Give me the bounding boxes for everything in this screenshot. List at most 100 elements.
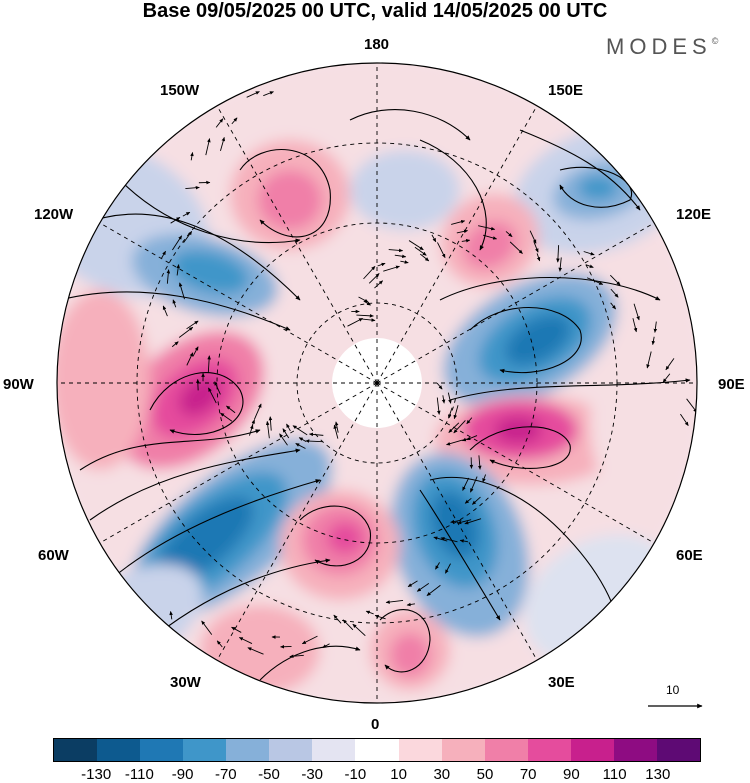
lon-label-60w: 60W — [38, 547, 69, 564]
wind-arrow — [453, 405, 459, 420]
colorbar-tick-label: -130 — [81, 766, 112, 783]
wind-arrow — [431, 234, 437, 243]
wind-arrow — [585, 264, 594, 268]
streamline — [419, 489, 501, 621]
wind-arrow — [471, 496, 481, 505]
wind-arrow — [377, 262, 386, 267]
colorbar-swatch — [355, 739, 399, 761]
wind-arrow — [295, 443, 306, 449]
streamline — [469, 426, 571, 469]
streamline — [469, 306, 582, 374]
wind-arrow — [461, 238, 471, 243]
colorbar-tick-label: -10 — [344, 766, 367, 783]
colorbar-swatch — [656, 739, 700, 761]
lon-label-0: 0 — [371, 716, 380, 733]
lon-label-90w: 90W — [3, 376, 34, 393]
wind-arrow — [226, 405, 236, 414]
wind-arrow — [185, 185, 200, 190]
wind-arrow — [556, 245, 560, 263]
wind-arrow — [220, 412, 233, 422]
wind-arrow — [282, 428, 290, 439]
streamline — [59, 291, 291, 331]
wind-arrow — [251, 419, 255, 428]
wind-arrow — [201, 620, 213, 635]
wind-arrow — [407, 580, 418, 588]
wind-arrow — [583, 251, 595, 256]
wind-arrow — [450, 519, 462, 524]
wind-arrow — [178, 282, 185, 300]
anomaly-field — [57, 63, 697, 703]
wind-arrow — [435, 562, 440, 570]
wind-arrow — [394, 254, 407, 259]
streamline — [299, 505, 371, 567]
anomaly-blob — [390, 633, 430, 677]
wind-arrow — [433, 536, 448, 542]
meridian-line — [376, 96, 543, 384]
wind-arrow — [365, 610, 374, 615]
wind-arrow — [253, 403, 262, 420]
streamline — [519, 129, 641, 211]
wind-arrow — [466, 417, 473, 425]
wind-arrow — [505, 231, 513, 237]
wind-arrow — [172, 235, 183, 251]
wind-arrow — [400, 260, 409, 264]
wind-arrow — [358, 296, 369, 303]
wind-arrow — [478, 225, 496, 231]
colorbar-swatch — [484, 739, 528, 761]
colorbar-swatch — [613, 739, 657, 761]
colorbar-swatch — [183, 739, 227, 761]
wind-arrow — [385, 600, 404, 604]
wind-arrow — [292, 425, 308, 436]
wind-arrow — [183, 231, 193, 243]
wind-arrow — [445, 563, 451, 574]
wind-arrow — [231, 626, 242, 633]
wind-arrow — [482, 234, 498, 240]
wind-arrow — [456, 229, 469, 234]
meridian-line — [211, 382, 378, 670]
wind-arrow — [477, 455, 482, 470]
wind-arrow — [161, 250, 166, 259]
wind-arrow — [298, 437, 307, 442]
lon-label-120e: 120E — [676, 206, 712, 223]
wind-arrow — [363, 266, 376, 280]
wind-arrow — [356, 314, 374, 318]
wind-arrow — [166, 269, 171, 284]
colorbar-tick-label: 30 — [433, 766, 451, 783]
brand-name: MODES — [606, 34, 712, 59]
anomaly-blob — [57, 290, 150, 470]
colorbar-tick-label: 50 — [476, 766, 494, 783]
wind-arrow — [457, 519, 472, 525]
wind-arrow — [447, 392, 452, 404]
lon-label-30e: 30E — [548, 674, 575, 691]
wind-arrow — [470, 476, 478, 493]
wind-arrow — [263, 91, 274, 97]
meridian-line — [376, 382, 543, 670]
colorbar-swatch — [140, 739, 184, 761]
wind-arrow — [305, 439, 323, 443]
wind-arrow — [352, 623, 366, 637]
streamline — [449, 378, 691, 401]
wind-arrow — [190, 152, 194, 161]
streamline — [259, 645, 361, 681]
wind-arrow — [247, 647, 264, 655]
streamline — [439, 276, 661, 301]
meridian-line — [90, 382, 378, 549]
wind-arrow — [451, 220, 466, 225]
wind-arrow — [586, 277, 604, 285]
lon-label-60e: 60E — [676, 547, 703, 564]
meridian-line — [376, 382, 664, 549]
wind-arrow — [464, 518, 482, 525]
wind-arrow — [176, 264, 180, 276]
wind-arrow — [464, 497, 472, 504]
wind-arrow — [686, 398, 697, 413]
wind-arrow — [246, 91, 260, 98]
lon-label-180: 180 — [364, 36, 390, 53]
anomaly-blob — [178, 376, 222, 416]
wind-arrow — [646, 351, 652, 369]
colorbar-tick-label: -30 — [301, 766, 324, 783]
wind-arrow — [529, 230, 537, 244]
wind-arrow — [653, 321, 658, 333]
wind-arrow — [406, 602, 416, 607]
colorbar-tick-label: -90 — [171, 766, 194, 783]
wind-arrow — [558, 257, 563, 272]
